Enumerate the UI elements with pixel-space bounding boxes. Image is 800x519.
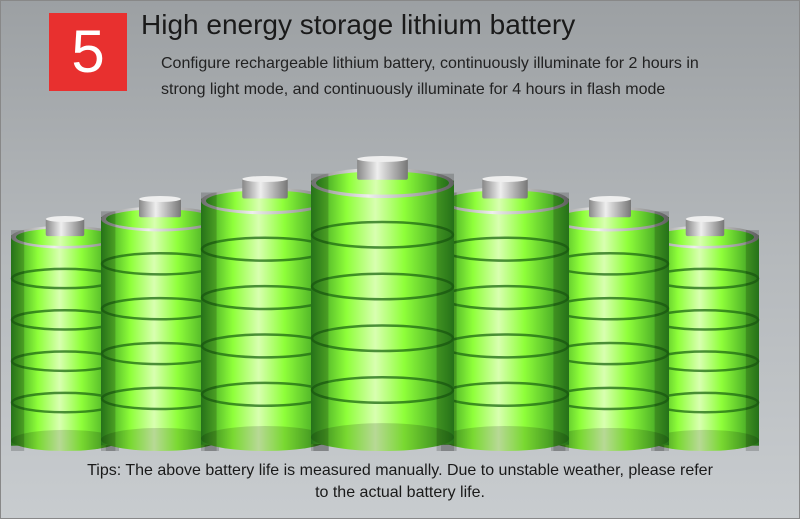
section-number-badge: 5: [49, 13, 127, 91]
headline: High energy storage lithium battery: [141, 9, 575, 41]
battery-row-graphic: [20, 151, 780, 451]
battery-icon: [310, 156, 455, 451]
description-text: Configure rechargeable lithium battery, …: [161, 51, 701, 103]
tips-text: Tips: The above battery life is measured…: [80, 460, 720, 504]
section-number: 5: [71, 22, 104, 82]
battery-icon: [440, 176, 570, 451]
